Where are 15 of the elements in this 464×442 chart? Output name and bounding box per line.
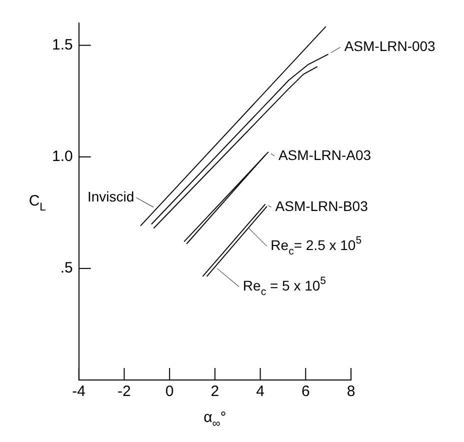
y-tick-label: 1.0	[52, 148, 73, 166]
x-tick-label: 8	[346, 383, 356, 400]
annotation: ASM-LRN-003	[344, 38, 436, 54]
x-tick-label: 4	[256, 383, 264, 400]
x-tick-label: -2	[118, 383, 131, 400]
y-tick-label: .5	[60, 260, 73, 277]
annotation: ASM-LRN-A03	[278, 146, 372, 163]
x-tick-label: 2	[210, 383, 220, 400]
x-tick-label: 0	[165, 383, 174, 400]
x-tick-label: 6	[301, 383, 310, 400]
x-tick-label: -4	[72, 383, 86, 400]
annotation: Inviscid	[88, 188, 134, 204]
y-tick-label: 1.5	[52, 36, 73, 54]
x-axis-title: α∞°	[204, 409, 226, 430]
annotation: ASM-LRN-B03	[275, 198, 368, 214]
